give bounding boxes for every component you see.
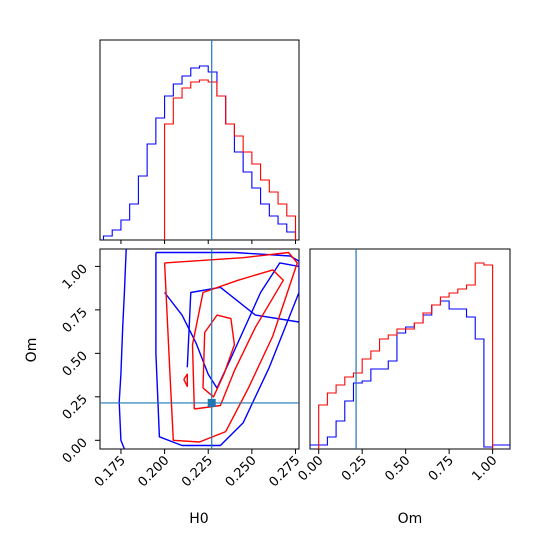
contour-series-1-level-1	[191, 269, 284, 410]
om-histogram-series-0	[310, 300, 510, 449]
om-x-tick-label-0: 0.00	[295, 453, 326, 484]
contour-series-1-level-3	[183, 373, 189, 388]
om-histogram-series-1	[318, 262, 494, 449]
contour-series-0-level-2	[186, 286, 299, 368]
om-y-tick-label-3: 0.75	[60, 305, 91, 336]
om-x-tick-label-2: 0.50	[382, 453, 413, 484]
contour-series-1-level-2	[202, 314, 236, 398]
contour-series-0-level-0	[155, 251, 299, 447]
om-vs-h0-axes	[99, 248, 300, 450]
om-y-tick-label-2: 0.50	[60, 349, 91, 380]
h0-marginal-axes	[99, 39, 300, 241]
om-x-tick-label-4: 1.00	[469, 453, 500, 484]
contour-series-0-level-1	[118, 249, 127, 449]
om-x-tick-label-1: 0.25	[339, 453, 370, 484]
om-marginal-axes	[309, 248, 511, 450]
h0-x-tick-label-1: 0.200	[135, 453, 172, 490]
x-axis-label-om: Om	[398, 511, 423, 527]
h0-x-tick-label-0: 0.175	[92, 453, 129, 490]
h0-histogram-series-1	[164, 79, 297, 240]
y-axis-label-om: Om	[24, 338, 40, 363]
om-y-tick-label-1: 0.25	[60, 392, 91, 423]
h0-histogram-series-0	[102, 65, 297, 240]
om-y-tick-label-4: 1.00	[60, 262, 91, 293]
truth-marker	[207, 398, 216, 407]
h0-x-tick-label-2: 0.225	[179, 453, 216, 490]
om-x-tick-label-3: 0.75	[426, 453, 457, 484]
h0-x-tick-label-3: 0.250	[223, 453, 260, 490]
x-axis-label-h0: H0	[189, 511, 208, 527]
contour-series-1-level-0	[163, 251, 298, 443]
om-y-tick-label-0: 0.00	[60, 436, 91, 467]
